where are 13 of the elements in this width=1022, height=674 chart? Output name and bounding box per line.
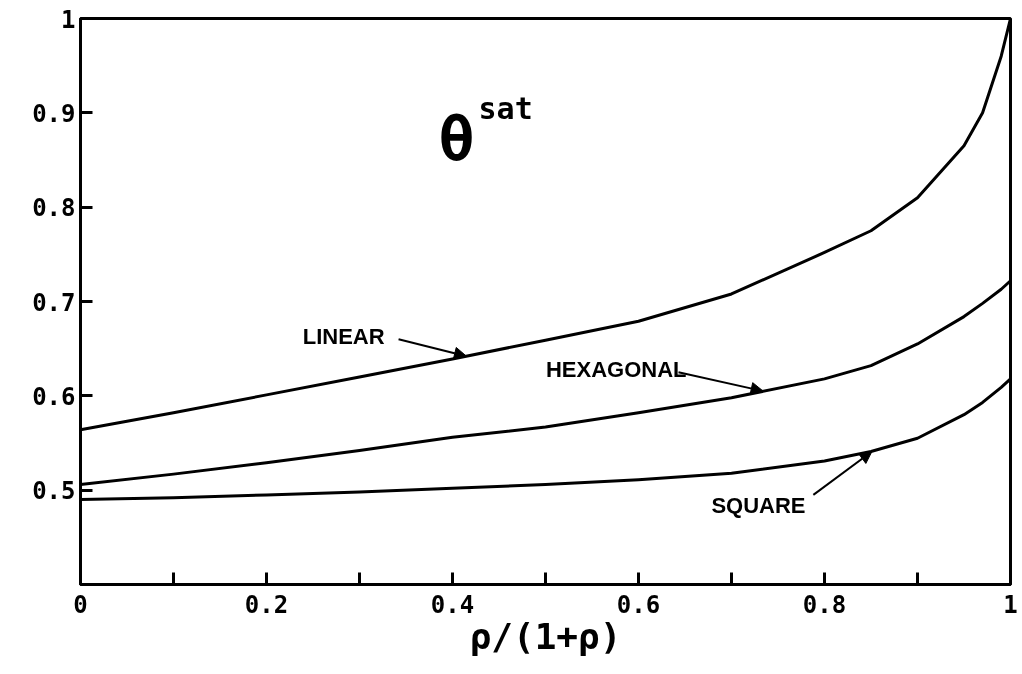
x-tick-label: 1 <box>1003 590 1018 619</box>
annotation: LINEAR <box>302 323 385 349</box>
x-tick-label: 0.8 <box>802 590 847 619</box>
y-tick-label: 0.7 <box>32 288 76 317</box>
y-tick-label: 0.9 <box>32 99 76 128</box>
y-tick-label: 0.8 <box>32 194 76 223</box>
y-tick-label: 0.6 <box>32 382 76 411</box>
y-tick-label: 0.5 <box>32 477 76 506</box>
x-tick-label: 0 <box>73 590 88 619</box>
annotation: HEXAGONAL <box>545 356 687 382</box>
annotation: SQUARE <box>711 492 806 518</box>
x-tick-label: 0.2 <box>244 590 289 619</box>
y-tick-label: 1 <box>61 5 76 34</box>
